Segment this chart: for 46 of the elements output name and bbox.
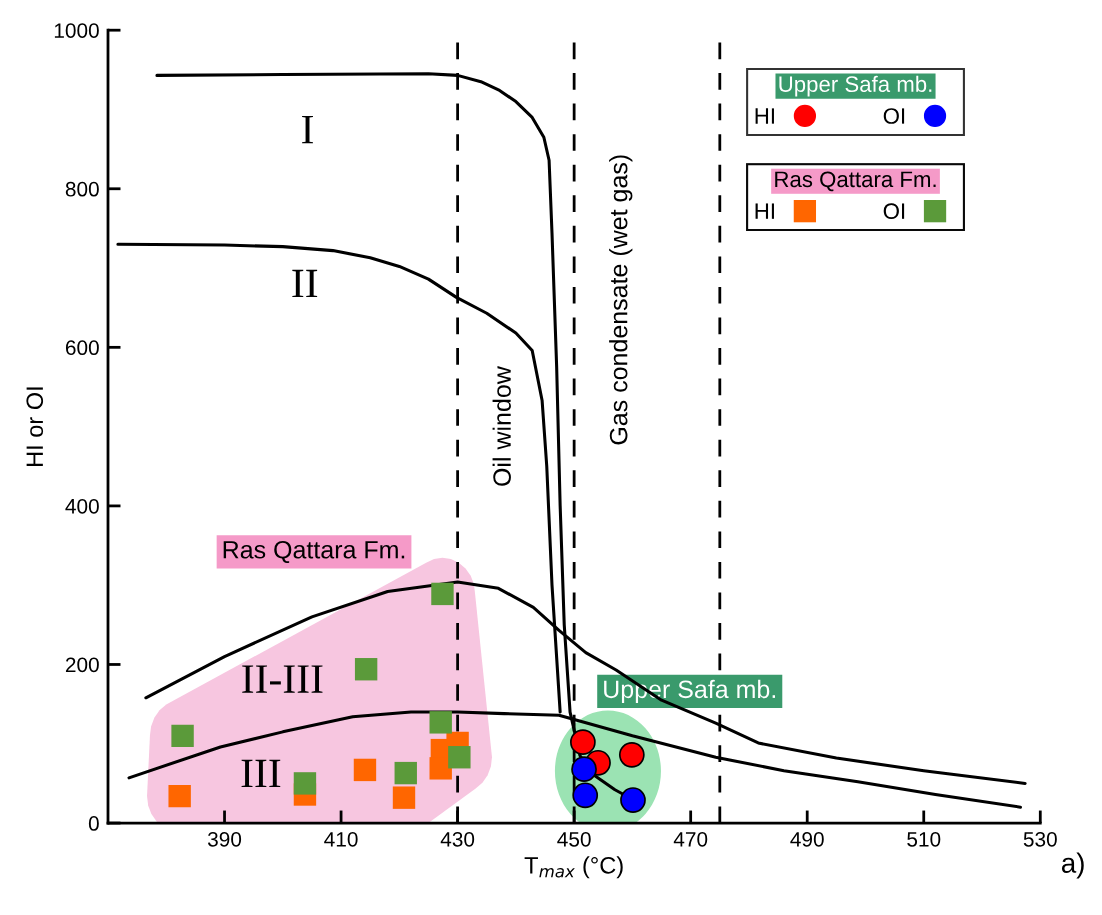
x-axis-title: T$_{max}$ (°C) xyxy=(524,856,623,879)
x-tick-label: 470 xyxy=(673,831,708,847)
point xyxy=(168,784,191,808)
annotation: II xyxy=(292,269,318,298)
x-tick-label: 490 xyxy=(790,831,824,847)
point xyxy=(429,711,452,734)
point xyxy=(618,741,645,768)
annotation: I xyxy=(302,116,313,144)
legend-label: HI xyxy=(755,108,774,124)
point xyxy=(570,729,596,756)
annotation: III xyxy=(241,759,281,788)
point xyxy=(448,746,471,769)
y-tick-label: 600 xyxy=(65,340,99,356)
annotation: II-III xyxy=(242,665,323,693)
point xyxy=(353,758,377,782)
point xyxy=(431,582,454,606)
legend-label: OI xyxy=(883,203,905,220)
y-axis-title: HI or OI xyxy=(26,387,44,467)
legend-label: HI xyxy=(755,203,774,219)
x-tick-label: 530 xyxy=(1023,831,1057,847)
point xyxy=(354,658,378,681)
x-tick-label: 450 xyxy=(557,831,591,847)
ref-line-label: Gas condensate (wet gas) xyxy=(609,155,633,445)
annotation: Upper Safa mb. xyxy=(779,75,932,97)
point xyxy=(392,786,416,809)
x-tick-label: 510 xyxy=(907,831,941,847)
ref-line-label: Oil window xyxy=(492,366,511,486)
point xyxy=(429,757,452,780)
x-tick-label: 390 xyxy=(207,831,242,847)
text: a) xyxy=(1061,852,1084,879)
x-tick-label: 430 xyxy=(440,831,475,847)
point xyxy=(572,782,599,809)
y-tick-label: 200 xyxy=(65,657,99,673)
annotation: Ras Qattara Fm. xyxy=(223,540,405,564)
y-tick-label: 400 xyxy=(65,498,99,514)
y-tick-label: 0 xyxy=(88,816,99,831)
annotation: Ras Qattara Fm. xyxy=(775,171,936,192)
y-tick-label: 800 xyxy=(65,181,99,197)
legend-label: OI xyxy=(883,108,905,124)
x-tick-label: 410 xyxy=(324,831,358,847)
point xyxy=(293,772,317,795)
point xyxy=(171,724,194,748)
point xyxy=(394,761,417,785)
y-tick-label: 1000 xyxy=(54,23,99,38)
point xyxy=(620,787,646,813)
point xyxy=(571,756,597,782)
